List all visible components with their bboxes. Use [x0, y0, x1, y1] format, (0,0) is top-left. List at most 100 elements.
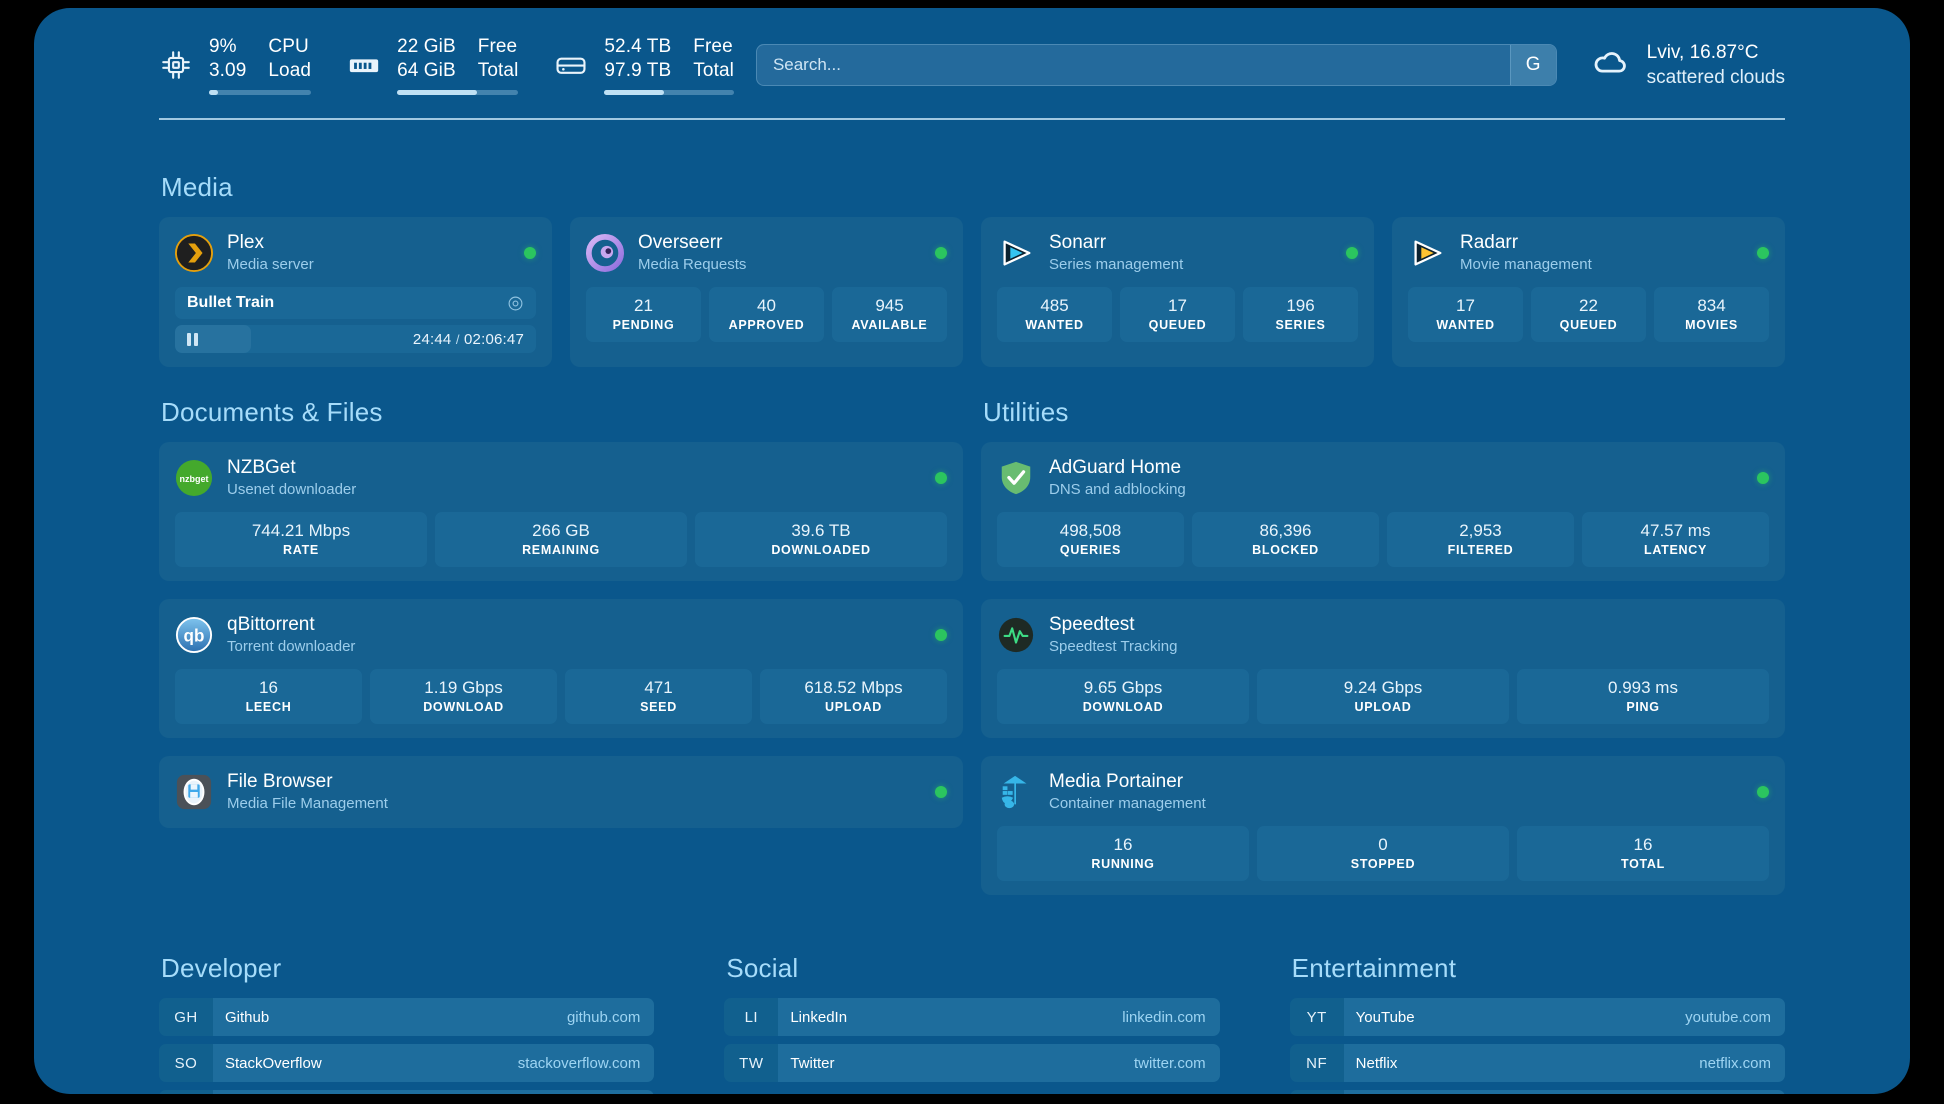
bookmark-name: LinkedIn	[790, 1008, 848, 1026]
stat-tile[interactable]: 485 WANTED	[997, 287, 1112, 342]
pause-icon[interactable]	[187, 332, 198, 346]
stat-label: DOWNLOAD	[423, 700, 504, 714]
service-card[interactable]: nzbget NZBGet Usenet downloader 744.21 M…	[159, 442, 963, 581]
hardware-readout: 22 GiB 64 GiB Free Total	[397, 35, 519, 95]
bookmark-group: Entertainment YT YouTube youtube.com NF …	[1289, 953, 1785, 1094]
plex-icon	[175, 234, 213, 272]
search-bar[interactable]: G	[755, 44, 1557, 86]
search-input[interactable]	[756, 45, 1510, 85]
stat-label: BLOCKED	[1252, 543, 1319, 557]
stat-value: 17	[1456, 296, 1475, 315]
service-card[interactable]: Speedtest Speedtest Tracking 9.65 Gbps D…	[981, 599, 1785, 738]
bookmark-item[interactable]: SO StackOverflow stackoverflow.com	[159, 1044, 655, 1082]
hardware-readout: 9% 3.09 CPU Load	[209, 35, 312, 95]
bookmark-body: LinkedIn linkedin.com	[778, 998, 1220, 1036]
stat-tile[interactable]: 16 RUNNING	[997, 826, 1249, 881]
card-header: Overseerr Media Requests	[586, 231, 947, 275]
stat-tile[interactable]: 744.21 Mbps RATE	[175, 512, 427, 567]
hardware-value-secondary: 64 GiB	[397, 60, 456, 81]
adguard-icon	[997, 459, 1035, 497]
weather-location-temp: Lviv, 16.87°C	[1646, 42, 1759, 63]
stat-tile[interactable]: 0 STOPPED	[1257, 826, 1509, 881]
hardware-value-primary: 9%	[209, 36, 237, 57]
stat-value: 39.6 TB	[791, 521, 851, 540]
service-subtitle: Speedtest Tracking	[1049, 638, 1178, 655]
documents-card-stack: nzbget NZBGet Usenet downloader 744.21 M…	[159, 442, 963, 828]
bookmark-abbr: RE	[1289, 1090, 1344, 1094]
documents-utilities-row: Documents & Files nzbget NZBGet Usenet d…	[159, 397, 1785, 895]
stat-tile[interactable]: 1.19 Gbps DOWNLOAD	[370, 669, 557, 724]
stat-tile[interactable]: 22 QUEUED	[1531, 287, 1646, 342]
sonarr-icon	[997, 234, 1035, 272]
stat-tile[interactable]: 40 APPROVED	[709, 287, 824, 342]
stat-tile[interactable]: 2,953 FILTERED	[1387, 512, 1574, 567]
stat-tile[interactable]: 266 GB REMAINING	[435, 512, 687, 567]
service-card[interactable]: Radarr Movie management 17 WANTED 22 QUE…	[1392, 217, 1785, 367]
bookmark-item[interactable]: GH Github github.com	[159, 998, 655, 1036]
stat-tile[interactable]: 945 AVAILABLE	[832, 287, 947, 342]
gear-icon[interactable]	[507, 295, 524, 312]
bookmark-item[interactable]: DT DEV dev.to	[159, 1090, 655, 1094]
stat-tile[interactable]: 47.57 ms LATENCY	[1582, 512, 1769, 567]
bookmark-name: YouTube	[1355, 1008, 1415, 1026]
service-name: NZBGet	[227, 457, 296, 478]
service-card[interactable]: AdGuard Home DNS and adblocking 498,508 …	[981, 442, 1785, 581]
service-card[interactable]: Overseerr Media Requests 21 PENDING 40 A…	[570, 217, 963, 367]
stat-tile[interactable]: 17 QUEUED	[1120, 287, 1235, 342]
service-card[interactable]: File Browser Media File Management	[159, 756, 963, 828]
service-card[interactable]: Plex Media server Bullet Train 24:44 / 0…	[159, 217, 552, 367]
stat-label: QUEUED	[1148, 318, 1207, 332]
header-bar: 9% 3.09 CPU Load 22 GiB 64 GiB Free Tota	[159, 8, 1785, 104]
bookmark-item[interactable]: LI LinkedIn linkedin.com	[724, 998, 1220, 1036]
stat-tile[interactable]: 17 WANTED	[1408, 287, 1523, 342]
now-playing-title-row[interactable]: Bullet Train	[175, 287, 536, 319]
stat-tile[interactable]: 471 SEED	[565, 669, 752, 724]
card-header: Plex Media server	[175, 231, 536, 275]
bookmark-item[interactable]: RE Reddit reddit.com	[1289, 1090, 1785, 1094]
stat-row: 485 WANTED 17 QUEUED 196 SERIES	[997, 287, 1358, 342]
section-title-media: Media	[161, 172, 233, 202]
hardware-label-secondary: Total	[477, 60, 519, 81]
hardware-labels: Free Total	[693, 35, 734, 83]
google-search-icon[interactable]: G	[1509, 45, 1556, 85]
bookmark-abbr: YT	[1289, 998, 1344, 1036]
stat-tile[interactable]: 16 LEECH	[175, 669, 362, 724]
stat-value: 744.21 Mbps	[251, 521, 351, 540]
portainer-icon	[997, 773, 1035, 811]
stat-label: MOVIES	[1685, 318, 1738, 332]
card-header: Sonarr Series management	[997, 231, 1358, 275]
stat-label: APPROVED	[728, 318, 805, 332]
service-card[interactable]: Media Portainer Container management 16 …	[981, 756, 1785, 895]
stat-value: 485	[1040, 296, 1069, 315]
bookmark-body: Twitter twitter.com	[778, 1044, 1220, 1082]
stat-tile[interactable]: 618.52 Mbps UPLOAD	[760, 669, 947, 724]
stat-tile[interactable]: 834 MOVIES	[1654, 287, 1769, 342]
stat-tile[interactable]: 86,396 BLOCKED	[1192, 512, 1379, 567]
stat-tile[interactable]: 196 SERIES	[1243, 287, 1358, 342]
nzbget-icon: nzbget	[175, 459, 213, 497]
card-header: File Browser Media File Management	[175, 770, 947, 814]
stat-tile[interactable]: 0.993 ms PING	[1517, 669, 1769, 724]
header-divider	[159, 118, 1785, 120]
status-indicator-online	[1757, 472, 1769, 484]
status-indicator-online	[1346, 247, 1358, 259]
bookmark-item[interactable]: NF Netflix netflix.com	[1289, 1044, 1785, 1082]
stat-tile[interactable]: 9.24 Gbps UPLOAD	[1257, 669, 1509, 724]
bookmark-body: StackOverflow stackoverflow.com	[213, 1044, 655, 1082]
bookmark-item[interactable]: YT YouTube youtube.com	[1289, 998, 1785, 1036]
stat-tile[interactable]: 16 TOTAL	[1517, 826, 1769, 881]
stat-tile[interactable]: 498,508 QUERIES	[997, 512, 1184, 567]
card-meta: File Browser Media File Management	[227, 770, 921, 814]
service-card[interactable]: Sonarr Series management 485 WANTED 17 Q…	[981, 217, 1374, 367]
search-area: G	[734, 44, 1579, 86]
bookmark-abbr: DT	[159, 1090, 213, 1094]
stat-label: DOWNLOADED	[771, 543, 871, 557]
service-card[interactable]: qb qBittorrent Torrent downloader 16 LEE…	[159, 599, 963, 738]
stat-label: FILTERED	[1447, 543, 1514, 557]
stat-label: AVAILABLE	[851, 318, 928, 332]
stat-tile[interactable]: 9.65 Gbps DOWNLOAD	[997, 669, 1249, 724]
stat-tile[interactable]: 39.6 TB DOWNLOADED	[695, 512, 947, 567]
now-playing-progress-row[interactable]: 24:44 / 02:06:47	[175, 325, 536, 353]
stat-tile[interactable]: 21 PENDING	[586, 287, 701, 342]
bookmark-item[interactable]: TW Twitter twitter.com	[724, 1044, 1220, 1082]
